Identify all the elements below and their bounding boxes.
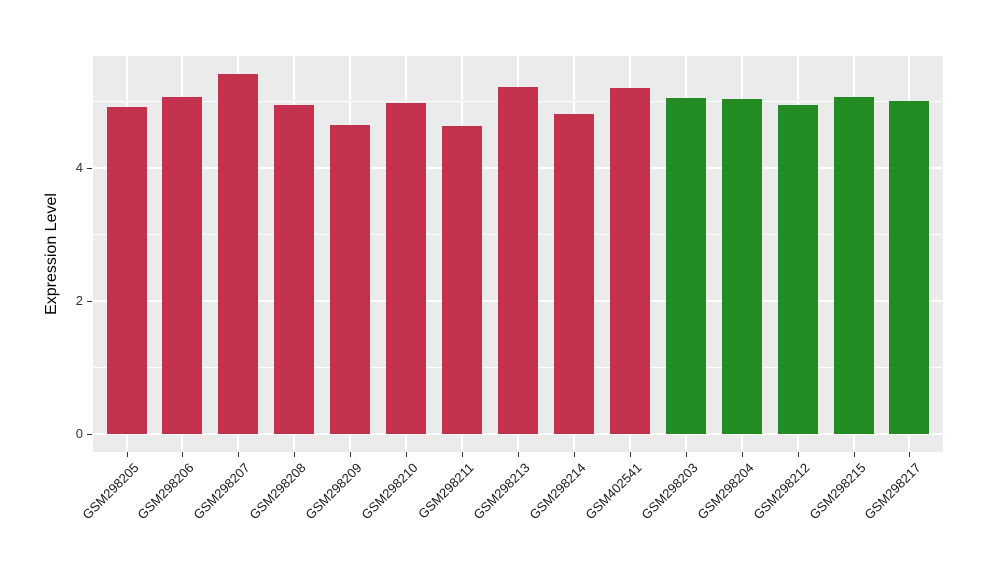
plot-panel xyxy=(93,56,943,452)
x-tick-mark-11 xyxy=(741,452,743,457)
x-tick-label-text: GSM298203 xyxy=(638,460,701,523)
x-tick-mark-2 xyxy=(238,452,240,457)
y-tick-mark-2 xyxy=(87,301,92,303)
x-tick-mark-0 xyxy=(126,452,128,457)
bar-GSM298210 xyxy=(386,102,427,435)
x-tick-label-text: GSM298209 xyxy=(302,460,365,523)
y-tick-mark-0 xyxy=(87,434,92,436)
y-tick-label-4: 4 xyxy=(75,160,83,176)
bar-GSM298203 xyxy=(665,97,706,435)
bar-GSM298208 xyxy=(274,105,315,435)
x-tick-mark-12 xyxy=(797,452,799,457)
x-tick-label-text: GSM298208 xyxy=(246,460,309,523)
bar-GSM298217 xyxy=(889,101,930,435)
x-tick-label-text: GSM298210 xyxy=(358,460,421,523)
x-tick-label-text: GSM298213 xyxy=(470,460,533,523)
x-tick-mark-9 xyxy=(629,452,631,457)
x-tick-label-text: GSM298204 xyxy=(694,460,757,523)
y-tick-label-2: 2 xyxy=(75,293,83,309)
x-tick-mark-5 xyxy=(406,452,408,457)
x-tick-label-text: GSM298215 xyxy=(805,460,869,523)
y-tick-label-0: 0 xyxy=(75,426,83,442)
x-tick-label-text: GSM298205 xyxy=(78,460,142,523)
x-tick-label-text: GSM298214 xyxy=(526,460,589,523)
bar-GSM298206 xyxy=(162,96,203,435)
x-tick-label-text: GSM298211 xyxy=(415,460,477,522)
x-tick-mark-3 xyxy=(294,452,296,457)
y-tick-mark-4 xyxy=(87,168,92,170)
x-tick-mark-4 xyxy=(350,452,352,457)
bar-GSM298211 xyxy=(442,125,483,435)
x-tick-label-text: GSM298212 xyxy=(749,460,813,523)
bar-GSM298205 xyxy=(106,107,147,435)
bar-GSM298214 xyxy=(553,113,594,435)
x-tick-label-text: GSM298207 xyxy=(190,460,253,523)
x-tick-mark-14 xyxy=(909,452,911,457)
x-tick-label-text: GSM402541 xyxy=(582,460,645,523)
bar-GSM298213 xyxy=(498,86,538,435)
x-tick-label-text: GSM298206 xyxy=(134,460,198,523)
bar-GSM402541 xyxy=(609,87,650,435)
x-tick-mark-1 xyxy=(182,452,184,457)
bar-GSM298207 xyxy=(218,73,259,435)
x-tick-mark-7 xyxy=(518,452,519,457)
x-tick-mark-8 xyxy=(573,452,575,457)
bar-GSM298215 xyxy=(833,97,874,435)
x-tick-mark-10 xyxy=(685,452,687,457)
bar-GSM298212 xyxy=(777,105,818,435)
x-tick-mark-13 xyxy=(853,452,855,457)
x-tick-mark-6 xyxy=(462,452,464,457)
bar-GSM298209 xyxy=(330,125,371,435)
y-axis-title: Expression Level xyxy=(43,193,60,315)
bar-GSM298204 xyxy=(721,99,762,435)
x-tick-label-text: GSM298217 xyxy=(861,460,925,523)
